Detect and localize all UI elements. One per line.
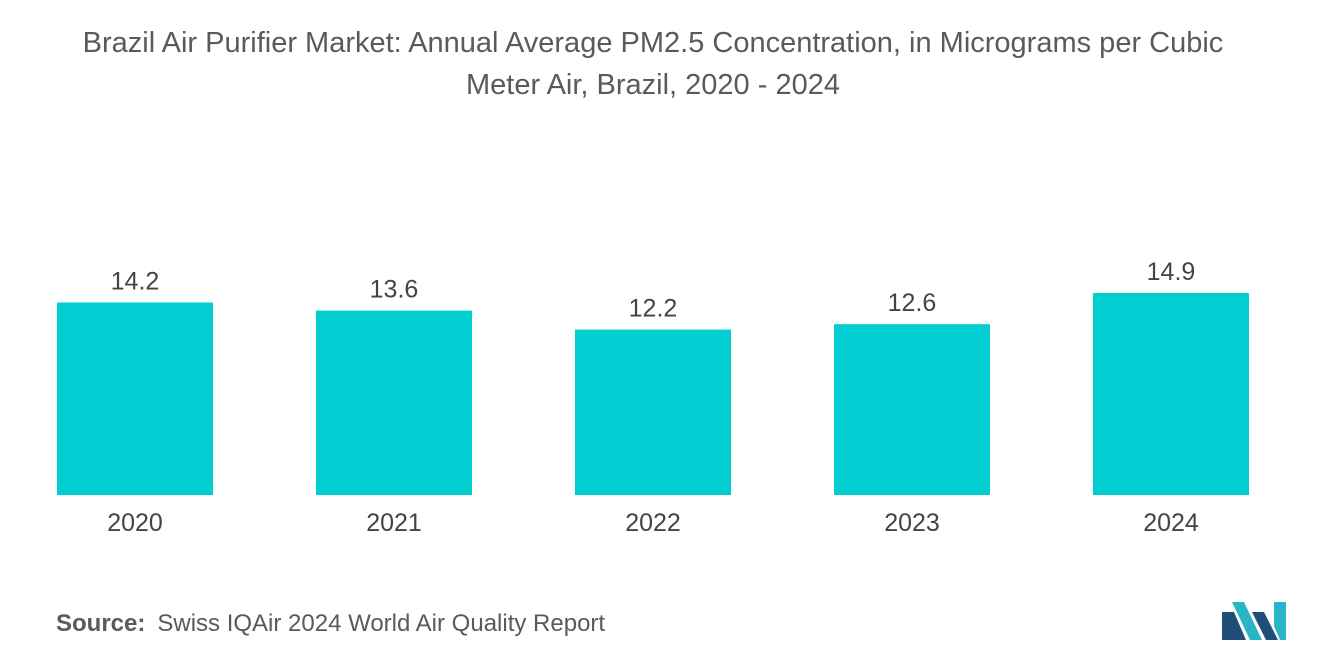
x-tick-label-2020: 2020: [107, 509, 163, 537]
x-tick-label-2022: 2022: [625, 509, 681, 537]
data-label-2022: 12.2: [629, 295, 678, 323]
chart-title: Brazil Air Purifier Market: Annual Avera…: [0, 22, 1306, 106]
x-tick-label-2024: 2024: [1143, 509, 1199, 537]
source-label: Source:: [56, 610, 146, 637]
source-note: Source: Swiss IQAir 2024 World Air Qualit…: [56, 610, 605, 638]
mordor-logo-icon: [1222, 602, 1286, 640]
x-tick-label-2021: 2021: [366, 509, 422, 537]
bar-2024: [1093, 293, 1249, 495]
data-label-2021: 13.6: [370, 276, 419, 304]
x-tick-label-2023: 2023: [884, 509, 940, 537]
data-label-2020: 14.2: [111, 267, 160, 295]
chart-title-line-1: Brazil Air Purifier Market: Annual Avera…: [82, 27, 1224, 59]
chart-title-line-2: Meter Air, Brazil, 2020 - 2024: [466, 69, 840, 101]
bar-2020: [57, 302, 213, 495]
bar-2022: [575, 329, 731, 495]
data-label-2024: 14.9: [1147, 258, 1196, 286]
bar-2023: [834, 324, 990, 495]
bar-2021: [316, 310, 472, 495]
data-label-2023: 12.6: [888, 289, 937, 317]
source-text: Swiss IQAir 2024 World Air Quality Repor…: [157, 610, 606, 637]
